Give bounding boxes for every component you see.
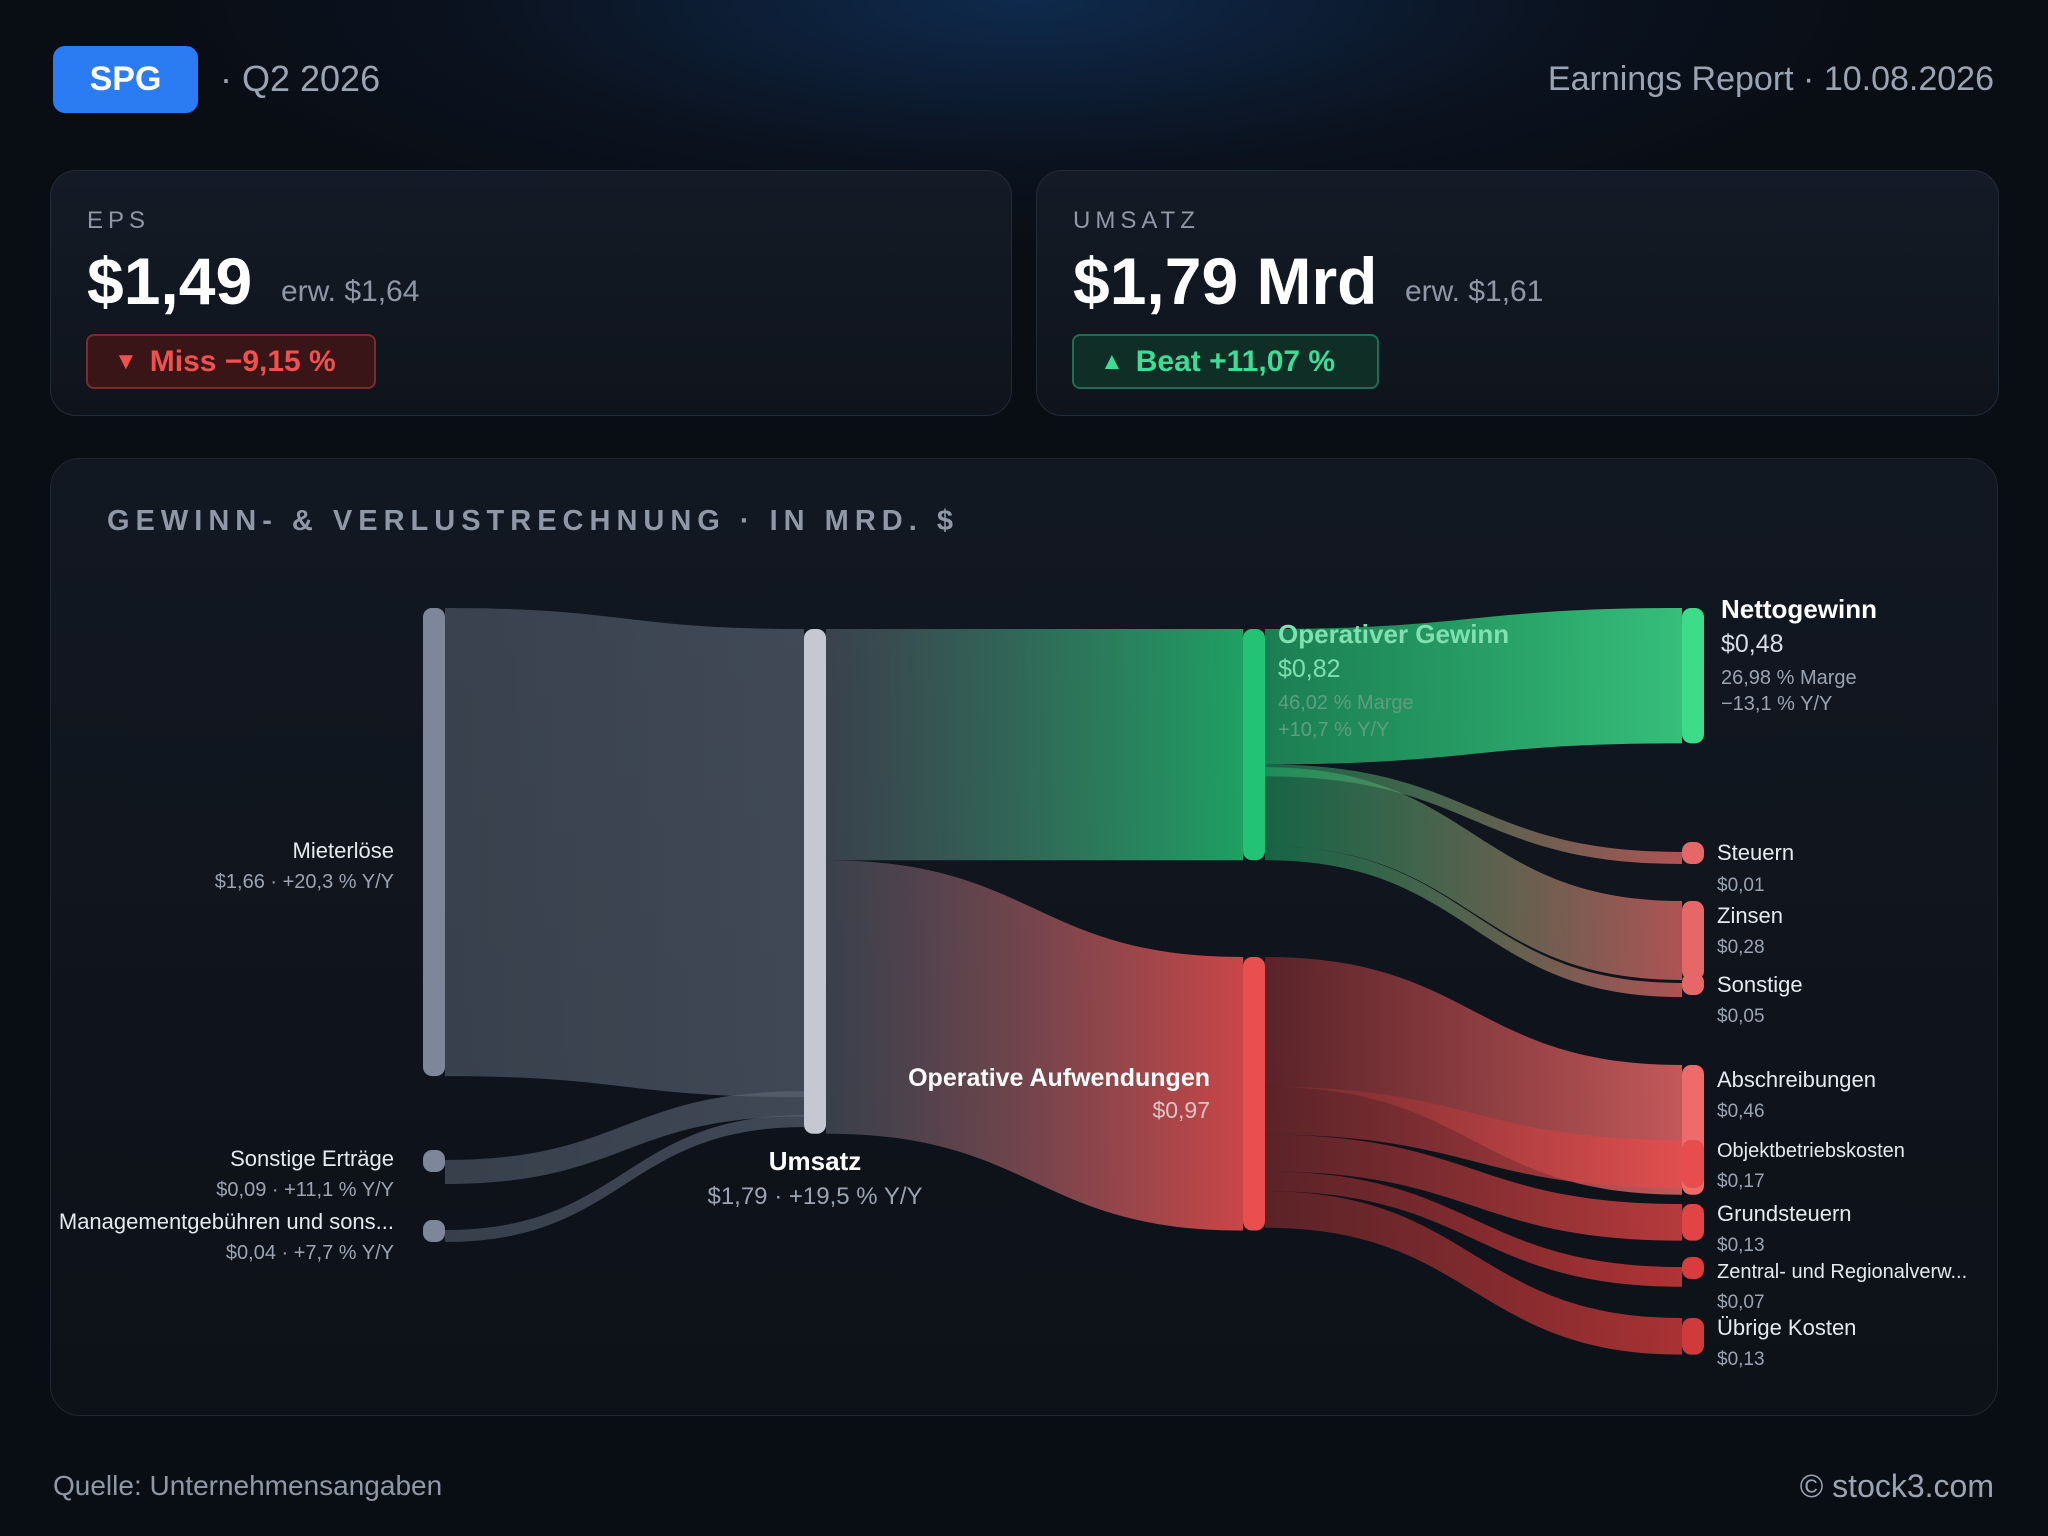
link-op_gewinn-to-sonstige — [1265, 846, 1682, 998]
yoy-nettogewinn: −13,1 % Y/Y — [1721, 693, 1832, 715]
sankey-links — [445, 608, 1682, 1355]
eps-estimate: erw. $1,64 — [281, 275, 420, 308]
node-op_aufw — [1243, 957, 1265, 1231]
ticker-badge: SPG — [53, 46, 198, 113]
link-op_gewinn-to-zinsen — [1265, 767, 1682, 980]
revenue-card: UMSATZ $1,79 Mrd erw. $1,61 ▲ Beat +11,0… — [1036, 170, 1999, 416]
node-mieterloese — [423, 608, 445, 1077]
node-sonstige — [1682, 973, 1704, 995]
sankey-nodes — [423, 608, 1704, 1355]
value-sonstige: $0,05 — [1717, 1006, 1765, 1027]
footer-copyright: © stock3.com — [1799, 1468, 1994, 1504]
value-zentral: $0,07 — [1717, 1292, 1765, 1313]
footer-source: Quelle: Unternehmensangaben — [53, 1470, 443, 1501]
revenue-beat-badge: ▲ Beat +11,07 % — [1072, 334, 1379, 389]
value-objektbetrieb: $0,17 — [1717, 1171, 1765, 1192]
eps-miss-badge: ▼ Miss −9,15 % — [86, 334, 376, 389]
node-sonstige_ertraege — [423, 1150, 445, 1172]
margin-nettogewinn: 26,98 % Marge — [1721, 667, 1857, 689]
value-abschreibungen: $0,46 — [1717, 1101, 1765, 1122]
link-op_aufw-to-uebrige — [1265, 1191, 1682, 1355]
label-grundsteuern: Grundsteuern — [1717, 1201, 1852, 1226]
value-grundsteuern: $0,13 — [1717, 1235, 1765, 1256]
triangle-down-icon: ▼ — [114, 347, 138, 375]
label-mieterloese: Mieterlöse — [293, 838, 394, 863]
label-sonstige: Sonstige — [1717, 972, 1803, 997]
label-zentral: Zentral- und Regionalverw... — [1717, 1261, 1967, 1283]
link-op_gewinn-to-steuern — [1265, 764, 1682, 864]
label-management: Managementgebühren und sons... — [59, 1209, 394, 1234]
yoy-operativer-gewinn: +10,7 % Y/Y — [1278, 719, 1389, 741]
value-mieterloese: $1,66 · +20,3 % Y/Y — [215, 871, 394, 893]
label-steuern: Steuern — [1717, 840, 1794, 865]
label-uebrige: Übrige Kosten — [1717, 1315, 1856, 1340]
label-operativer-gewinn: Operativer Gewinn — [1278, 619, 1509, 649]
label-nettogewinn: Nettogewinn — [1721, 594, 1877, 624]
revenue-badge-text: Beat +11,07 % — [1135, 344, 1336, 378]
eps-label: EPS — [87, 207, 151, 234]
revenue-label: UMSATZ — [1073, 207, 1200, 234]
link-sonstige_ertraege-to-umsatz — [445, 1091, 804, 1184]
value-sonstige-ertraege: $0,09 · +11,1 % Y/Y — [216, 1179, 394, 1201]
node-uebrige — [1682, 1318, 1704, 1355]
node-objektbetrieb — [1682, 1140, 1704, 1188]
value-uebrige: $0,13 — [1717, 1349, 1765, 1370]
report-date: Earnings Report · 10.08.2026 — [1547, 60, 1994, 98]
eps-card: EPS $1,49 erw. $1,64 ▼ Miss −9,15 % — [50, 170, 1012, 416]
link-op_aufw-to-zentral — [1265, 1171, 1682, 1287]
node-op_gewinn — [1243, 629, 1265, 861]
node-grundsteuern — [1682, 1204, 1704, 1241]
node-umsatz — [804, 629, 826, 1134]
link-umsatz-to-op_gewinn — [826, 629, 1243, 861]
label-operative-aufwendungen: Operative Aufwendungen — [908, 1064, 1210, 1092]
node-zinsen — [1682, 901, 1704, 980]
revenue-estimate: erw. $1,61 — [1405, 275, 1544, 308]
value-nettogewinn: $0,48 — [1721, 630, 1784, 658]
node-netto — [1682, 608, 1704, 744]
label-objektbetrieb: Objektbetriebskosten — [1717, 1140, 1905, 1162]
sankey-labels: Mieterlöse $1,66 · +20,3 % Y/Y Sonstige Er… — [59, 594, 1967, 1370]
value-operative-aufwendungen: $0,97 — [1152, 1097, 1210, 1123]
eps-badge-text: Miss −9,15 % — [149, 344, 336, 378]
node-steuern — [1682, 842, 1704, 864]
value-management: $0,04 · +7,7 % Y/Y — [226, 1242, 394, 1264]
value-umsatz: $1,79 · +19,5 % Y/Y — [707, 1183, 922, 1210]
link-op_aufw-to-objektbetrieb — [1265, 1086, 1682, 1188]
panel-title: GEWINN- & VERLUSTRECHNUNG · IN MRD. $ — [107, 505, 959, 537]
margin-operativer-gewinn: 46,02 % Marge — [1278, 692, 1414, 714]
label-sonstige-ertraege: Sonstige Erträge — [230, 1146, 394, 1171]
label-zinsen: Zinsen — [1717, 903, 1783, 928]
label-umsatz: Umsatz — [769, 1146, 861, 1176]
quarter-label: · Q2 2026 — [220, 58, 381, 99]
node-management — [423, 1220, 445, 1242]
link-op_gewinn-to-netto — [1265, 608, 1682, 765]
node-zentral — [1682, 1257, 1704, 1279]
eps-value: $1,49 — [87, 244, 253, 318]
link-management-to-umsatz — [445, 1115, 804, 1242]
triangle-up-icon: ▲ — [1100, 347, 1124, 375]
link-op_aufw-to-grundsteuern — [1265, 1134, 1682, 1241]
label-abschreibungen: Abschreibungen — [1717, 1067, 1876, 1092]
value-zinsen: $0,28 — [1717, 937, 1765, 958]
value-steuern: $0,01 — [1717, 875, 1765, 896]
value-operativer-gewinn: $0,82 — [1278, 655, 1341, 683]
link-umsatz-to-op_aufw — [826, 860, 1243, 1231]
link-mieterloese-to-umsatz — [445, 608, 804, 1098]
revenue-value: $1,79 Mrd — [1073, 244, 1378, 318]
